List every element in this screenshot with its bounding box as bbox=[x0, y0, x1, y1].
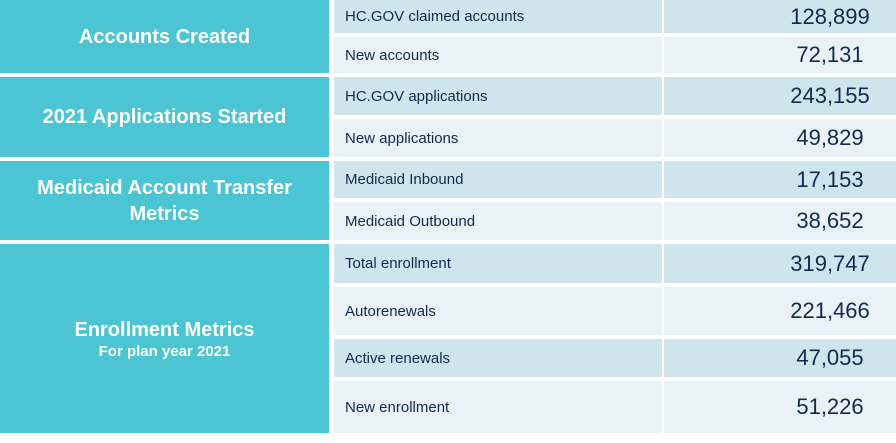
metric-value: 128,899 bbox=[664, 0, 896, 33]
category-panel-enrollment-metrics: Enrollment Metrics For plan year 2021 bbox=[0, 244, 329, 433]
metric-label: New enrollment bbox=[334, 381, 662, 433]
metric-label: Medicaid Outbound bbox=[334, 202, 662, 240]
metric-value: 72,131 bbox=[664, 37, 896, 73]
category-title: Medicaid Account Transfer Metrics bbox=[37, 176, 292, 225]
metric-value: 38,652 bbox=[664, 202, 896, 240]
category-title: Accounts Created bbox=[78, 25, 251, 48]
category-panel-medicaid-transfer: Medicaid Account Transfer Metrics bbox=[0, 161, 329, 240]
category-panel-applications-started: 2021 Applications Started bbox=[0, 77, 329, 157]
metric-label: New applications bbox=[334, 119, 662, 157]
metric-label: Medicaid Inbound bbox=[334, 161, 662, 198]
metric-label: Total enrollment bbox=[334, 244, 662, 283]
metric-value: 49,829 bbox=[664, 119, 896, 157]
metric-label: Active renewals bbox=[334, 339, 662, 377]
metric-value: 319,747 bbox=[664, 244, 896, 283]
category-title: Enrollment Metrics bbox=[74, 318, 255, 341]
metric-value: 17,153 bbox=[664, 161, 896, 198]
metric-label: HC.GOV claimed accounts bbox=[334, 0, 662, 33]
category-subtitle: For plan year 2021 bbox=[98, 342, 231, 360]
metric-label: New accounts bbox=[334, 37, 662, 73]
category-title: 2021 Applications Started bbox=[42, 106, 287, 128]
metric-value: 243,155 bbox=[664, 77, 896, 115]
category-panel-accounts-created: Accounts Created bbox=[0, 0, 329, 73]
metric-label: HC.GOV applications bbox=[334, 77, 662, 115]
metric-value: 221,466 bbox=[664, 287, 896, 335]
metric-value: 51,226 bbox=[664, 381, 896, 433]
metric-label: Autorenewals bbox=[334, 287, 662, 335]
metric-value: 47,055 bbox=[664, 339, 896, 377]
